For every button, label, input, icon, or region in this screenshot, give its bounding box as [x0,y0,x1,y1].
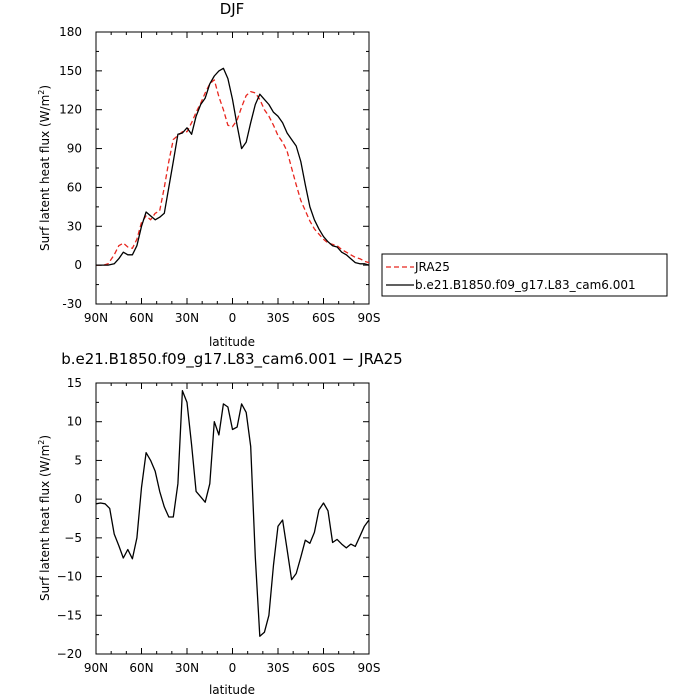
plot-frame [95,382,370,655]
y-tick-label: 0 [74,492,82,506]
chart-title: b.e21.B1850.f09_g17.L83_cam6.001 − JRA25 [61,350,402,369]
x-tick-label: 60S [312,311,335,325]
y-tick-label: 15 [67,376,82,390]
y-tick-label: 0 [74,258,82,272]
x-tick-label: 60N [129,311,153,325]
x-tick-label: 30N [175,311,199,325]
x-axis-label: latitude [209,335,255,349]
y-axis-label-superscript: 2 [37,440,46,445]
x-tick-label: 90S [358,661,381,675]
y-tick-label: 5 [74,453,82,467]
x-tick-label: 30N [175,661,199,675]
x-tick-label: 30S [267,311,290,325]
y-tick-label: 150 [59,64,82,78]
panel-bottom: b.e21.B1850.f09_g17.L83_cam6.001 − JRA25… [37,350,403,697]
plot-frame [95,31,370,305]
x-tick-label: 90N [84,661,108,675]
y-tick-label: −10 [57,570,82,584]
x-tick-label: 60N [129,661,153,675]
y-axis-label: Surf latent heat flux (W/m2) [37,435,52,601]
plot-marks: 90N 60N 30N 0 30S 60S 90S −20 −15 −10 −5 0 5 10 15 [57,376,381,675]
y-tick-label: 10 [67,415,82,429]
y-axis-label-tail: ) [38,85,52,90]
x-tick-label: 90N [84,311,108,325]
y-tick-label: −20 [57,647,82,661]
panel-top: DJF 90N 60N 30N 0 30S 60S 90S -30 0 30 60 90 120 150 1… [37,0,380,349]
y-axis-label-main: Surf latent heat flux (W/m [38,95,52,251]
x-axis-label: latitude [209,683,255,697]
x-tick-label: 0 [229,311,237,325]
x-tick-label: 0 [229,661,237,675]
y-axis-label-superscript: 2 [37,90,46,95]
y-axis-label: Surf latent heat flux (W/m2) [37,85,52,251]
legend-box [381,253,668,297]
y-tick-label: 120 [59,103,82,117]
y-tick-label: 60 [67,180,82,194]
x-tick-label: 60S [312,661,335,675]
chart-title: DJF [220,0,245,18]
legend-label-cam6: b.e21.B1850.f09_g17.L83_cam6.001 [415,278,636,292]
series-line-b-e21-b1850-f09-g17-l83-cam6-001 [96,67,370,266]
y-tick-label: 30 [67,219,82,233]
y-axis-label-main: Surf latent heat flux (W/m [38,445,52,601]
y-tick-label: 90 [67,142,82,156]
y-tick-label: 180 [59,25,82,39]
y-axis-label-tail: ) [38,435,52,440]
x-tick-label: 90S [358,311,381,325]
legend-label-jra25: JRA25 [414,260,450,274]
y-tick-label: −15 [57,608,82,622]
legend: JRA25 b.e21.B1850.f09_g17.L83_cam6.001 [381,253,668,297]
series-line-0 [95,390,370,637]
x-tick-label: 30S [267,661,290,675]
plot-marks: 90N 60N 30N 0 30S 60S 90S -30 0 30 60 90 120 150 180 [59,25,380,325]
y-tick-label: −5 [64,531,82,545]
y-tick-label: -30 [62,297,82,311]
series-line-jra25 [96,79,370,266]
